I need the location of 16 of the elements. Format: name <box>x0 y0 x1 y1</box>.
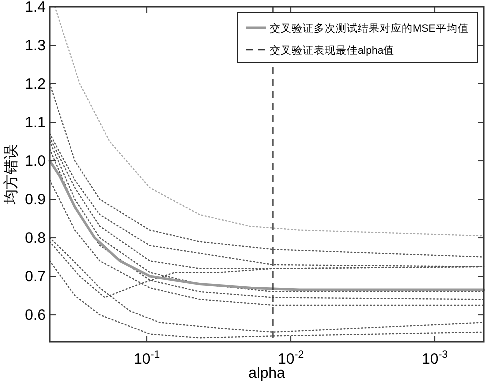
y-tick-label: 1.0 <box>25 153 46 170</box>
y-tick-label: 1.4 <box>25 0 46 16</box>
y-tick-label: 1.2 <box>25 76 46 94</box>
y-tick-label: 0.7 <box>25 268 46 286</box>
ref-line-label: 交叉验证表现最佳alpha值 <box>270 44 395 57</box>
x-tick-label: 10$^{-2}$ <box>278 349 304 368</box>
y-axis-title: 均方错误 <box>3 144 20 206</box>
x-axis-title: alpha <box>248 365 286 382</box>
y-tick-label: 1.1 <box>25 114 46 132</box>
x-tick-label: 10$^{-3}$ <box>422 349 448 368</box>
legend-label: 交叉验证多次测试结果对应的MSE平均值 <box>270 22 469 35</box>
y-tick-label: 0.8 <box>25 230 46 248</box>
y-tick-label: 0.9 <box>25 192 46 209</box>
y-tick-label: 1.3 <box>25 38 46 55</box>
y-tick-label: 0.6 <box>25 307 46 324</box>
x-tick-label: 10$^{-1}$ <box>134 349 160 368</box>
